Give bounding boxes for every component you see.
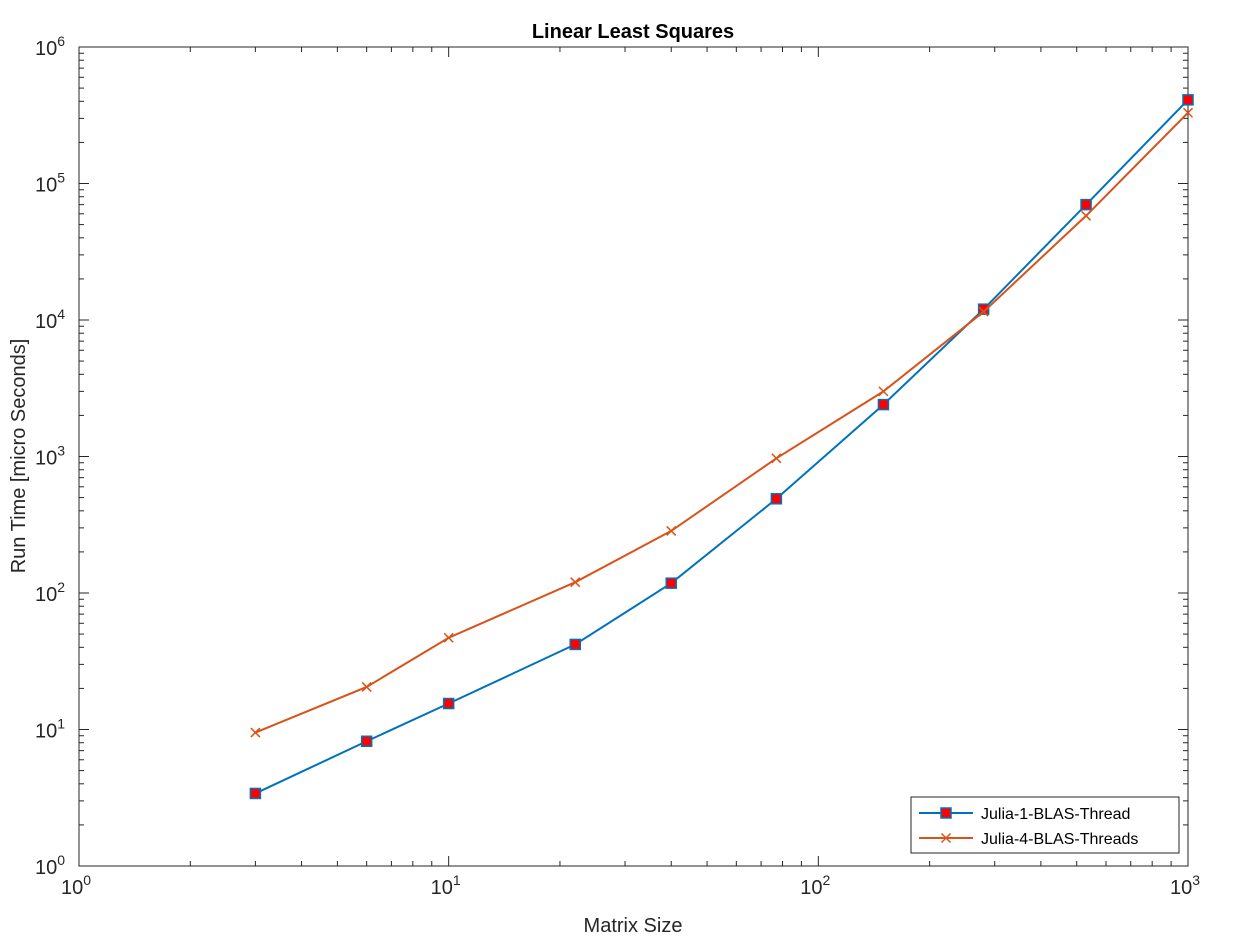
legend: Julia-1-BLAS-Thread Julia-4-BLAS-Threads (910, 796, 1180, 854)
data-point-marker (665, 577, 677, 589)
y-tick-label: 104 (35, 306, 65, 333)
x-tick-label: 103 (1170, 872, 1200, 899)
y-tick-label: 101 (35, 716, 65, 743)
plot-area (78, 46, 1189, 867)
y-tick-label: 102 (35, 579, 65, 606)
marker-stroke (666, 525, 677, 536)
data-point-marker (570, 577, 581, 588)
data-point-marker (977, 303, 990, 315)
x-tick-label: 102 (800, 872, 830, 899)
data-point-marker (878, 386, 889, 397)
legend-item: Julia-4-BLAS-Threads (919, 831, 1138, 848)
series-2 (250, 107, 1194, 738)
chart-title: Linear Least Squares (532, 21, 734, 43)
marker-stroke (570, 577, 581, 588)
legend-item: Julia-1-BLAS-Thread (919, 806, 1130, 823)
data-point-marker (1182, 94, 1194, 106)
y-tick-label: 103 (35, 443, 65, 470)
data-point-marker (1080, 198, 1092, 211)
data-point-marker (250, 727, 261, 738)
y-tick-label: 106 (35, 33, 65, 60)
data-point-marker (978, 306, 989, 317)
legend-box (910, 796, 1180, 854)
marker-stroke (940, 832, 952, 844)
marker-stroke (250, 727, 261, 738)
legend-label: Julia-4-BLAS-Threads (981, 831, 1138, 848)
data-point-marker (771, 453, 782, 464)
data-point-marker (1182, 107, 1194, 118)
data-point-marker (442, 697, 455, 710)
marker-stroke (1182, 107, 1194, 118)
data-point-marker (940, 832, 952, 844)
plot-series (249, 94, 1194, 800)
marker-stroke (878, 386, 889, 397)
data-point-marker (1081, 210, 1092, 221)
x-axis-label: Matrix Size (584, 915, 683, 937)
marker-stroke (443, 632, 454, 643)
x-tick-label: 100 (61, 872, 91, 899)
data-point-marker (249, 787, 262, 800)
y-tick-label: 105 (35, 170, 65, 197)
data-point-marker (361, 681, 372, 692)
series-line (254, 99, 1189, 795)
legend-label: Julia-1-BLAS-Thread (981, 806, 1130, 823)
marker-stroke (1081, 210, 1092, 221)
y-tick-label: 100 (35, 852, 65, 879)
data-point-marker (360, 735, 373, 748)
data-point-marker (770, 493, 783, 505)
series-1 (249, 94, 1194, 800)
data-point-marker (940, 807, 952, 819)
data-point-marker (569, 638, 581, 651)
marker-stroke (978, 306, 989, 317)
marker-stroke (361, 681, 372, 692)
x-tick-label: 101 (431, 872, 461, 899)
data-point-marker (877, 398, 890, 411)
y-axis-label: Run Time [micro Seconds] (8, 339, 30, 574)
data-point-marker (666, 525, 677, 536)
marker-stroke (771, 453, 782, 464)
series-line (255, 112, 1189, 734)
data-point-marker (443, 632, 454, 643)
axes: 100 101 102 103 100 101 102 103 104 105 106 (35, 33, 1200, 899)
